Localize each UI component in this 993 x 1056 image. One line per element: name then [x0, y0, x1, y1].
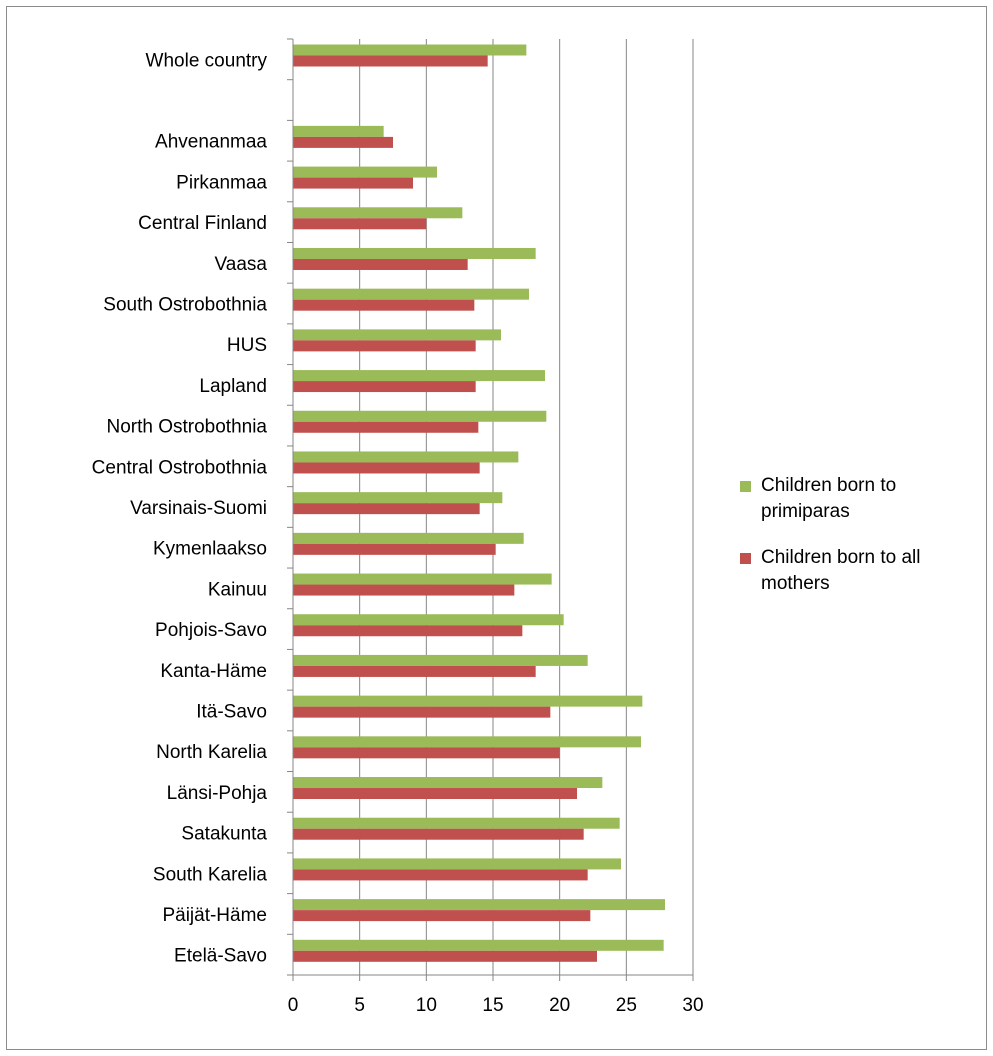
- bar-all-mothers: [293, 381, 476, 393]
- bar-primiparas: [293, 166, 437, 178]
- category-label: Kanta-Häme: [160, 661, 267, 682]
- x-tick-label: 20: [549, 995, 570, 1016]
- category-label: Varsinais-Suomi: [130, 498, 267, 519]
- x-tick-label: 0: [288, 995, 299, 1016]
- category-label: South Karelia: [153, 864, 268, 885]
- bar-primiparas: [293, 736, 641, 748]
- category-label: North Karelia: [156, 742, 267, 763]
- bar-primiparas: [293, 695, 643, 707]
- bar-all-mothers: [293, 788, 577, 800]
- bar-all-mothers: [293, 299, 475, 311]
- bar-all-mothers: [293, 910, 591, 922]
- bar-primiparas: [293, 939, 664, 951]
- bar-primiparas: [293, 329, 501, 341]
- bar-all-mothers: [293, 869, 588, 881]
- bar-primiparas: [293, 573, 552, 585]
- bar-all-mothers: [293, 340, 476, 352]
- bar-primiparas: [293, 451, 519, 463]
- x-tick-label: 5: [354, 995, 365, 1016]
- bar-all-mothers: [293, 218, 427, 230]
- category-label: Ahvenanmaa: [155, 132, 267, 153]
- bar-all-mothers: [293, 503, 480, 515]
- bar-all-mothers: [293, 747, 560, 759]
- category-label: Vaasa: [215, 254, 268, 275]
- bar-primiparas: [293, 614, 564, 626]
- bar-all-mothers: [293, 258, 468, 270]
- bar-all-mothers: [293, 55, 488, 67]
- bar-all-mothers: [293, 625, 523, 637]
- bar-all-mothers: [293, 177, 413, 189]
- bar-primiparas: [293, 817, 620, 829]
- category-label: Whole country: [146, 50, 268, 71]
- category-label: Satakunta: [181, 824, 267, 845]
- bar-all-mothers: [293, 706, 551, 718]
- bar-primiparas: [293, 532, 524, 544]
- chart-frame: Whole country Ahvenanmaa Pirkanmaa Central …: [6, 6, 987, 1050]
- category-label: HUS: [227, 335, 267, 356]
- x-tick-label: 30: [682, 995, 703, 1016]
- x-tick-label: 15: [482, 995, 503, 1016]
- category-label: North Ostrobothnia: [106, 417, 267, 438]
- bar-primiparas: [293, 492, 503, 504]
- bar-all-mothers: [293, 136, 393, 148]
- category-label: Kainuu: [208, 579, 267, 600]
- bar-primiparas: [293, 654, 588, 666]
- bar-primiparas: [293, 125, 384, 137]
- bar-primiparas: [293, 44, 527, 56]
- bar-all-mothers: [293, 828, 584, 840]
- category-label: Pirkanmaa: [176, 172, 267, 193]
- bar-all-mothers: [293, 665, 536, 677]
- bar-primiparas: [293, 410, 547, 422]
- bar-primiparas: [293, 247, 536, 259]
- legend-item-all-mothers: Children born to all mothers: [739, 545, 989, 597]
- legend-swatch-primiparas: [740, 481, 751, 492]
- legend-item-primiparas: Children born to primiparas: [739, 473, 989, 525]
- bar-primiparas: [293, 777, 603, 789]
- category-label: Etelä-Savo: [174, 946, 267, 967]
- legend-label-all-mothers: Children born to all mothers: [761, 547, 921, 594]
- bar-primiparas: [293, 207, 463, 219]
- bar-all-mothers: [293, 584, 515, 596]
- bar-primiparas: [293, 899, 665, 911]
- category-label: Pohjois-Savo: [155, 620, 267, 641]
- bar-primiparas: [293, 288, 529, 300]
- bar-primiparas: [293, 370, 545, 382]
- legend: Children born to primiparas Children bor…: [739, 473, 989, 617]
- x-tick-label: 10: [416, 995, 437, 1016]
- category-label: Länsi-Pohja: [167, 783, 268, 804]
- bar-all-mothers: [293, 421, 479, 433]
- category-label: Central Ostrobothnia: [92, 457, 268, 478]
- legend-label-primiparas: Children born to primiparas: [761, 475, 897, 522]
- category-label: Central Finland: [138, 213, 267, 234]
- category-label: Päijät-Häme: [162, 905, 267, 926]
- category-label: Lapland: [199, 376, 267, 397]
- bar-chart: Whole country Ahvenanmaa Pirkanmaa Central …: [92, 38, 704, 1016]
- bar-all-mothers: [293, 543, 496, 555]
- category-label: South Ostrobothnia: [103, 295, 267, 316]
- legend-swatch-all-mothers: [740, 553, 751, 564]
- x-tick-label: 25: [616, 995, 637, 1016]
- category-label: Itä-Savo: [196, 701, 267, 722]
- bar-primiparas: [293, 858, 621, 870]
- category-label: Kymenlaakso: [153, 539, 267, 560]
- bar-all-mothers: [293, 462, 480, 474]
- bar-all-mothers: [293, 950, 597, 962]
